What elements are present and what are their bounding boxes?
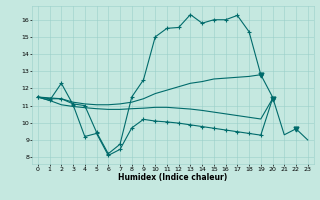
X-axis label: Humidex (Indice chaleur): Humidex (Indice chaleur) [118, 173, 228, 182]
